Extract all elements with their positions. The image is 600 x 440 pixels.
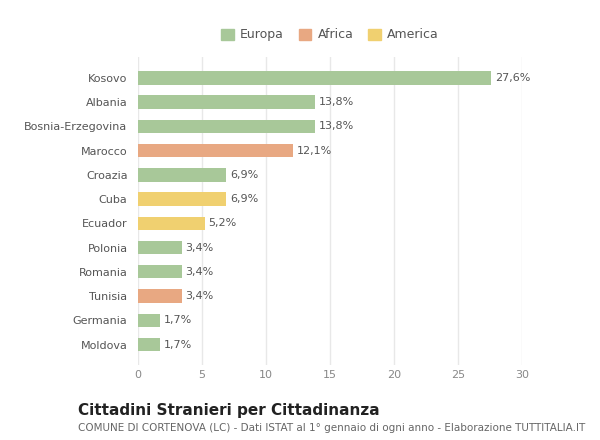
Bar [138,338,160,351]
Text: 6,9%: 6,9% [230,194,259,204]
Text: 6,9%: 6,9% [230,170,259,180]
Text: 12,1%: 12,1% [297,146,332,156]
Bar [138,216,205,230]
Bar [138,290,182,303]
Bar [138,314,160,327]
Text: 5,2%: 5,2% [208,218,236,228]
Text: 3,4%: 3,4% [185,291,214,301]
Text: 1,7%: 1,7% [164,340,192,349]
Text: Cittadini Stranieri per Cittadinanza: Cittadini Stranieri per Cittadinanza [78,403,380,418]
Text: 3,4%: 3,4% [185,242,214,253]
Text: 1,7%: 1,7% [164,315,192,325]
Bar [138,120,314,133]
Text: 13,8%: 13,8% [319,97,354,107]
Text: COMUNE DI CORTENOVA (LC) - Dati ISTAT al 1° gennaio di ogni anno - Elaborazione : COMUNE DI CORTENOVA (LC) - Dati ISTAT al… [78,423,585,433]
Bar [138,95,314,109]
Bar [138,192,226,206]
Bar [138,265,182,279]
Bar [138,71,491,84]
Text: 3,4%: 3,4% [185,267,214,277]
Text: 27,6%: 27,6% [495,73,530,83]
Text: 13,8%: 13,8% [319,121,354,132]
Bar [138,144,293,157]
Bar [138,241,182,254]
Bar [138,168,226,182]
Legend: Europa, Africa, America: Europa, Africa, America [216,23,444,46]
